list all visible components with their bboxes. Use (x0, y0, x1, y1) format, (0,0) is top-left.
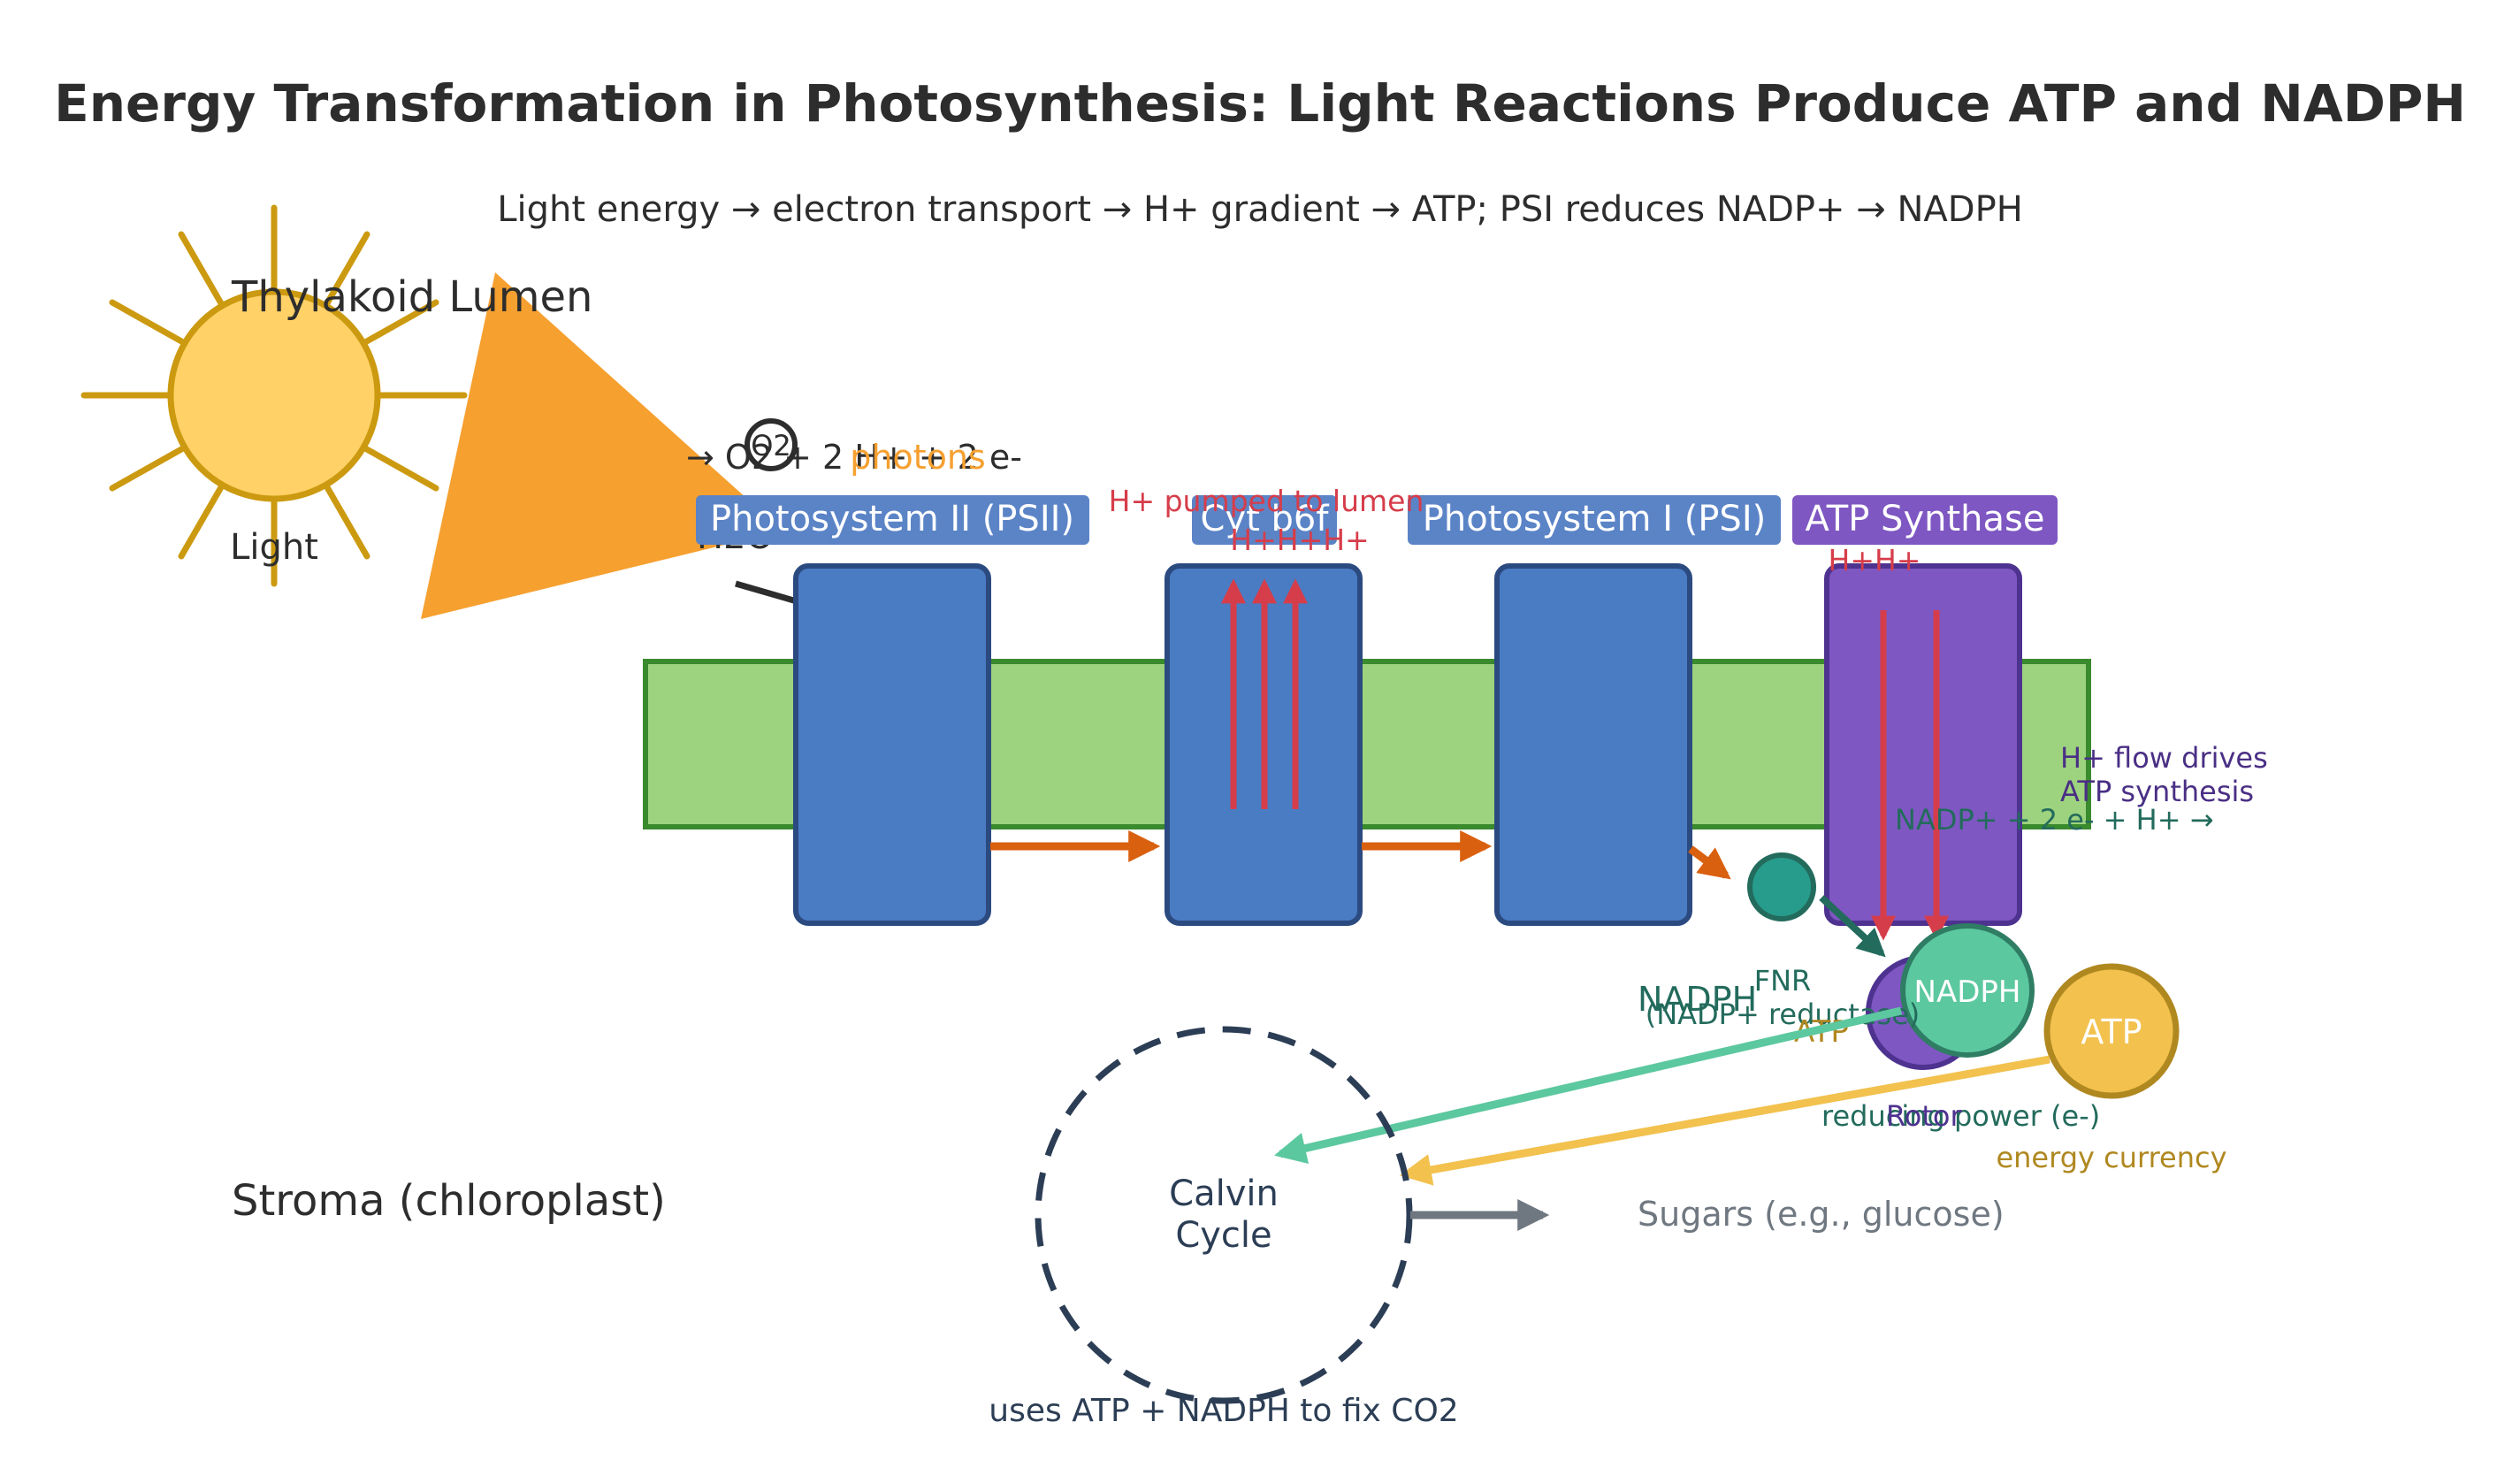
nadph-circle (1900, 923, 2035, 1058)
h-pumped-label: H+ pumped to lumen (1109, 484, 1424, 518)
atp-circle (2043, 963, 2180, 1099)
cyt-label-bg (1192, 495, 1337, 545)
nadph-to-calvin-arrow (1273, 1006, 1903, 1165)
synthase-hplus-label: H+H+ (1829, 543, 1921, 577)
light-beam (421, 272, 783, 619)
psi-complex (1494, 563, 1692, 926)
h-flow-label-1: H+ flow drives (2060, 741, 2268, 775)
ferredoxin-circle (1747, 852, 1816, 921)
nadph-product-label: NADPH (1638, 980, 1757, 1019)
calvin-caption: uses ATP + NADPH to fix CO2 (989, 1393, 1458, 1429)
calvin-label-line1: Calvin (1169, 1173, 1279, 1214)
water-split-equation: → O2 + 2 H+ + 2 e- (686, 438, 1022, 477)
reducing-power-label: reducing power (e-) (1821, 1099, 2100, 1133)
nadph-circle-label: NADPH (1914, 975, 2021, 1010)
cyt-hplus-label: H+H+H+ (1230, 523, 1369, 557)
psii-label: Photosystem II (PSII) (710, 499, 1074, 539)
atp-synthase-label: ATP Synthase (1806, 499, 2045, 539)
atp-synthase-label-bg (1792, 495, 2058, 545)
atp-circle-label: ATP (2081, 1013, 2142, 1051)
calvin-cycle-circle (1035, 1026, 1413, 1404)
calvin-label-line2: Cycle (1175, 1215, 1271, 1256)
h-flow-label-2: ATP synthesis (2060, 775, 2254, 808)
rotor-label: Rotor (1886, 1099, 1963, 1133)
atp-synthase-complex (1824, 563, 2022, 926)
sun-icon (80, 204, 468, 587)
o2-symbol: O2 (751, 429, 791, 462)
sugars-label: Sugars (e.g., glucose) (1638, 1195, 2005, 1234)
sun-label: Light (230, 527, 318, 568)
diagram-title: Energy Transformation in Photosynthesis:… (54, 73, 2466, 134)
diagram-subtitle: Light energy → electron transport → H+ g… (497, 189, 2023, 230)
psi-label-bg (1408, 495, 1781, 545)
atp-to-calvin-arrow (1399, 1055, 2050, 1186)
o2-circle-icon (745, 418, 798, 471)
fnr-label-1: FNR (1754, 964, 1812, 998)
stroma-label: Stroma (chloroplast) (232, 1176, 666, 1226)
electron-arrow-psi-fnr (1688, 845, 1731, 880)
psii-complex (793, 563, 991, 926)
psii-label-bg (696, 495, 1089, 545)
teal-arrow-to-nadph (1819, 895, 1886, 958)
photons-label: photons (850, 438, 985, 477)
lumen-label: Thylakoid Lumen (231, 272, 592, 322)
energy-currency-label: energy currency (1996, 1141, 2226, 1174)
cyt-label: Cyt b6f (1201, 499, 1330, 539)
psi-label: Photosystem I (PSI) (1423, 499, 1766, 539)
nadp-reaction: NADP+ + 2 e- + H+ → (1895, 803, 2214, 837)
